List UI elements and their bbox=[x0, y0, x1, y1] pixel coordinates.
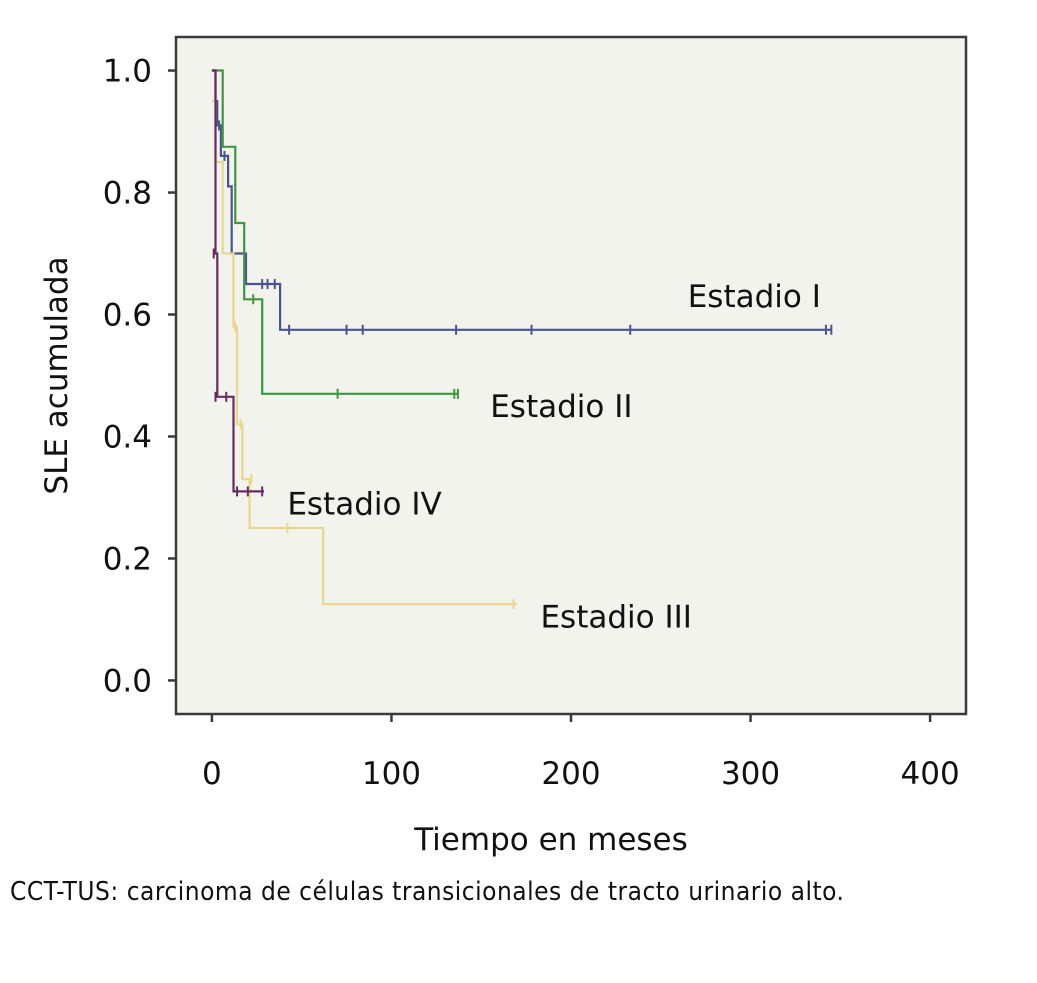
series-3 bbox=[211, 99, 518, 610]
y-tick-label: 0.2 bbox=[103, 541, 152, 577]
y-tick-label: 0.6 bbox=[103, 298, 152, 334]
series-4 bbox=[211, 69, 264, 497]
figure-caption: CCT-TUS: carcinoma de células transicion… bbox=[10, 877, 845, 907]
series-layer bbox=[211, 69, 833, 610]
x-tick-label: 400 bbox=[901, 756, 960, 792]
survival-chart: Estadio I Estadio II Estadio IV Estadio III… bbox=[39, 35, 968, 858]
x-tick-label: 0 bbox=[202, 756, 222, 792]
series-2 bbox=[211, 69, 459, 399]
series-label: Estadio IV bbox=[287, 487, 441, 523]
series-label: Estadio I bbox=[688, 279, 821, 315]
y-tick-label: 0.8 bbox=[103, 176, 152, 212]
series-label: Estadio III bbox=[540, 599, 691, 635]
series-labels: Estadio I Estadio II Estadio IV Estadio III bbox=[287, 279, 821, 635]
series-line bbox=[211, 69, 458, 395]
x-axis-title: Tiempo en meses bbox=[413, 822, 688, 858]
x-tick-label: 100 bbox=[362, 756, 421, 792]
series-1 bbox=[211, 69, 833, 335]
x-tick-label: 200 bbox=[541, 756, 600, 792]
series-line bbox=[211, 69, 264, 493]
y-tick-label: 0.0 bbox=[103, 663, 152, 699]
y-tick-label: 1.0 bbox=[103, 54, 152, 90]
plot-area bbox=[174, 35, 968, 716]
axes: 0.0 0.2 0.4 0.6 0.8 1.0 0 100 200 300 400 bbox=[103, 54, 960, 792]
series-label: Estadio II bbox=[490, 389, 632, 425]
y-tick-label: 0.4 bbox=[103, 419, 152, 455]
y-axis-title: SLE acumulada bbox=[39, 256, 75, 494]
x-tick-label: 300 bbox=[721, 756, 780, 792]
series-line bbox=[211, 99, 518, 606]
